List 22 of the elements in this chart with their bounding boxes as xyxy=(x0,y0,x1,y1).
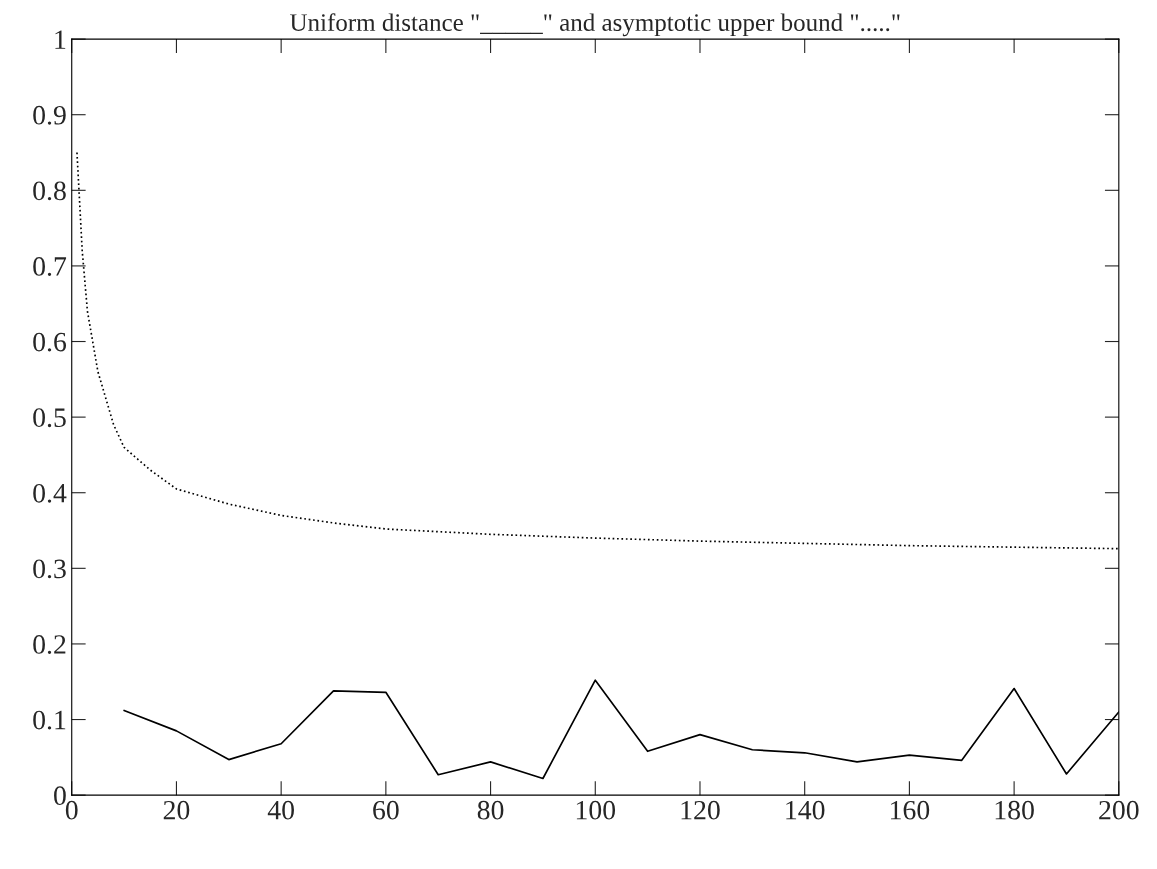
y-tick-label: 0.7 xyxy=(33,257,67,276)
y-tick-label: 0.5 xyxy=(33,408,66,428)
x-tick-label: 20 xyxy=(163,800,190,820)
y-tick-label: 0 xyxy=(54,786,66,806)
x-tick-label: 100 xyxy=(576,800,616,820)
x-tick-label: 140 xyxy=(786,800,825,820)
y-tick-label: 0.8 xyxy=(33,181,66,201)
y-tick-label: 0.1 xyxy=(33,710,66,730)
x-tick-label: 40 xyxy=(267,800,294,820)
y-tick-label: 0.9 xyxy=(33,105,66,125)
x-tick-label: 60 xyxy=(373,800,399,820)
chart-title: Uniform distance "_____" and asymptotic upper bound "....." xyxy=(290,13,900,37)
x-tick-label: 200 xyxy=(1099,800,1139,820)
x-tick-label: 160 xyxy=(891,800,930,820)
x-tick-label: 80 xyxy=(477,800,504,820)
x-tick-label: 120 xyxy=(681,800,720,820)
y-tick-label: 0.2 xyxy=(33,635,66,654)
y-tick-label: 0.4 xyxy=(33,483,67,503)
y-tick-label: 0.6 xyxy=(33,332,67,352)
y-tick-label: 0.3 xyxy=(33,559,66,579)
y-tick-label: 1 xyxy=(55,30,66,49)
x-tick-label: 180 xyxy=(995,800,1034,820)
